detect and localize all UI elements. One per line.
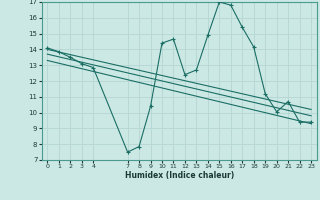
X-axis label: Humidex (Indice chaleur): Humidex (Indice chaleur) xyxy=(124,171,234,180)
